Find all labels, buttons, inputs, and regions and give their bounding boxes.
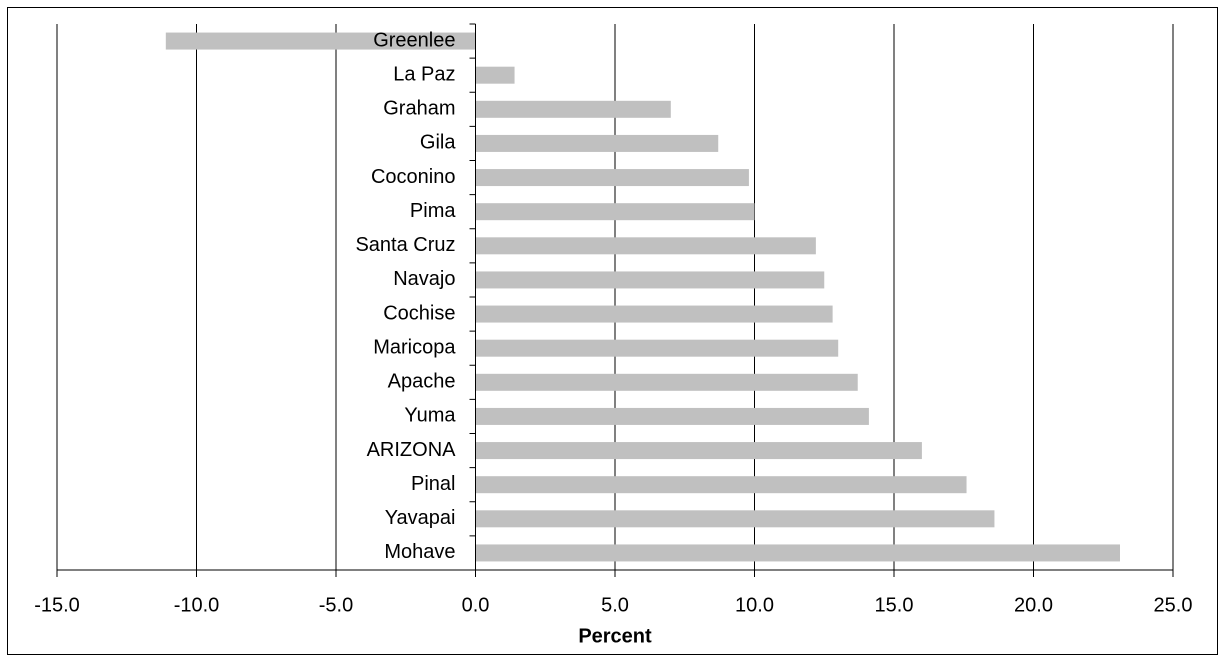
y-tick-label: ARIZONA xyxy=(367,439,457,461)
x-tick-label: 10.0 xyxy=(735,594,774,616)
x-axis-title: Percent xyxy=(578,625,652,647)
y-tick-label: La Paz xyxy=(393,63,455,85)
y-tick-label: Pinal xyxy=(411,473,455,495)
y-tick-label: Cochise xyxy=(383,302,455,324)
bar xyxy=(475,237,816,255)
y-tick-label: Apache xyxy=(388,371,456,393)
bar xyxy=(475,544,1120,562)
y-tick-label: Maricopa xyxy=(373,336,456,358)
x-tick-label: -10.0 xyxy=(174,594,220,616)
bar xyxy=(475,271,825,289)
x-tick-label: -5.0 xyxy=(319,594,353,616)
y-tick-label: Yuma xyxy=(404,405,456,427)
bar xyxy=(475,442,922,460)
bar xyxy=(475,407,869,425)
bar xyxy=(475,203,755,221)
bar xyxy=(475,134,719,152)
x-tick-label: 0.0 xyxy=(462,594,490,616)
x-tick-label: 20.0 xyxy=(1014,594,1053,616)
bar xyxy=(475,373,858,391)
y-tick-label: Navajo xyxy=(393,268,455,290)
bar xyxy=(165,32,476,50)
x-tick-label: 5.0 xyxy=(601,594,629,616)
y-tick-label: Santa Cruz xyxy=(355,234,455,256)
y-tick-label: Yavapai xyxy=(385,507,456,529)
bar xyxy=(475,339,839,357)
y-tick-label: Pima xyxy=(410,200,456,222)
bar xyxy=(475,510,995,528)
bar xyxy=(475,169,749,187)
y-tick-label: Coconino xyxy=(371,166,456,188)
y-tick-label: Greenlee xyxy=(373,29,455,51)
bar xyxy=(475,100,671,118)
bar xyxy=(475,305,833,323)
y-tick-label: Mohave xyxy=(384,541,455,563)
y-tick-label: Graham xyxy=(383,98,455,120)
y-tick-label: Gila xyxy=(420,132,456,154)
x-tick-label: 25.0 xyxy=(1154,594,1193,616)
x-tick-label: 15.0 xyxy=(875,594,914,616)
bar xyxy=(475,476,967,494)
x-tick-label: -15.0 xyxy=(34,594,80,616)
bar xyxy=(475,66,515,84)
